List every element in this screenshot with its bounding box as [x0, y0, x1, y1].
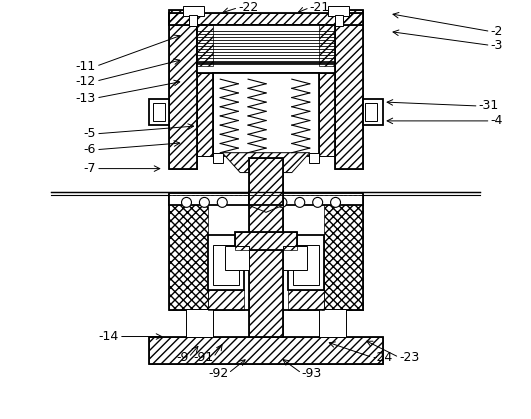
Polygon shape — [249, 205, 283, 212]
Text: -4: -4 — [491, 114, 503, 127]
Bar — [185, 309, 213, 336]
Bar — [149, 336, 383, 365]
Circle shape — [182, 197, 192, 207]
Bar — [249, 192, 283, 336]
Bar — [169, 10, 198, 168]
Text: -2: -2 — [491, 25, 503, 38]
Text: -5: -5 — [83, 127, 96, 140]
Bar — [149, 99, 169, 125]
Bar — [198, 73, 213, 156]
Bar — [153, 103, 165, 121]
Bar — [149, 336, 383, 365]
Text: -22: -22 — [238, 1, 259, 14]
Circle shape — [200, 197, 209, 207]
Text: -11: -11 — [76, 60, 96, 73]
Bar — [213, 245, 239, 285]
Bar — [335, 10, 363, 168]
Text: -14: -14 — [99, 330, 119, 343]
Bar — [293, 245, 319, 285]
Bar — [169, 10, 198, 168]
Text: -13: -13 — [76, 91, 96, 105]
Bar — [198, 24, 213, 66]
Text: -92: -92 — [208, 367, 228, 380]
Text: -7: -7 — [83, 162, 96, 175]
Text: -31: -31 — [478, 99, 499, 112]
Bar — [335, 10, 363, 168]
Bar — [213, 153, 223, 163]
Bar — [365, 103, 378, 121]
Bar — [249, 192, 283, 336]
Circle shape — [259, 197, 269, 207]
Bar — [309, 153, 319, 163]
Bar — [169, 195, 208, 310]
Text: -9: -9 — [176, 351, 189, 364]
Text: -12: -12 — [76, 75, 96, 88]
Bar — [169, 194, 363, 205]
Text: -3: -3 — [491, 39, 503, 52]
Text: -24: -24 — [372, 351, 392, 364]
Bar — [363, 99, 383, 125]
Polygon shape — [222, 153, 310, 173]
Bar — [319, 24, 335, 66]
Bar — [225, 246, 249, 270]
Text: -91: -91 — [193, 351, 213, 364]
Circle shape — [295, 197, 305, 207]
Circle shape — [217, 197, 227, 207]
Bar — [249, 158, 283, 205]
Bar — [198, 24, 335, 66]
Bar — [213, 73, 319, 156]
Text: -93: -93 — [302, 367, 322, 380]
Bar — [169, 13, 363, 24]
Bar — [169, 13, 363, 24]
Text: -23: -23 — [399, 351, 419, 364]
Bar — [169, 195, 363, 310]
Bar — [319, 73, 335, 156]
Bar — [190, 15, 198, 26]
Text: -6: -6 — [84, 143, 96, 156]
Circle shape — [331, 197, 340, 207]
Bar — [319, 309, 347, 336]
Circle shape — [277, 197, 287, 207]
Bar — [323, 195, 363, 310]
Bar — [198, 63, 335, 73]
Bar — [235, 232, 297, 250]
Bar — [208, 235, 244, 290]
Bar — [328, 5, 349, 16]
Bar — [335, 15, 342, 26]
Bar — [249, 158, 283, 205]
Text: -21: -21 — [310, 1, 330, 14]
Bar — [283, 246, 307, 270]
Bar — [288, 235, 323, 290]
Bar — [235, 232, 297, 250]
Circle shape — [313, 197, 323, 207]
Bar — [183, 5, 204, 16]
